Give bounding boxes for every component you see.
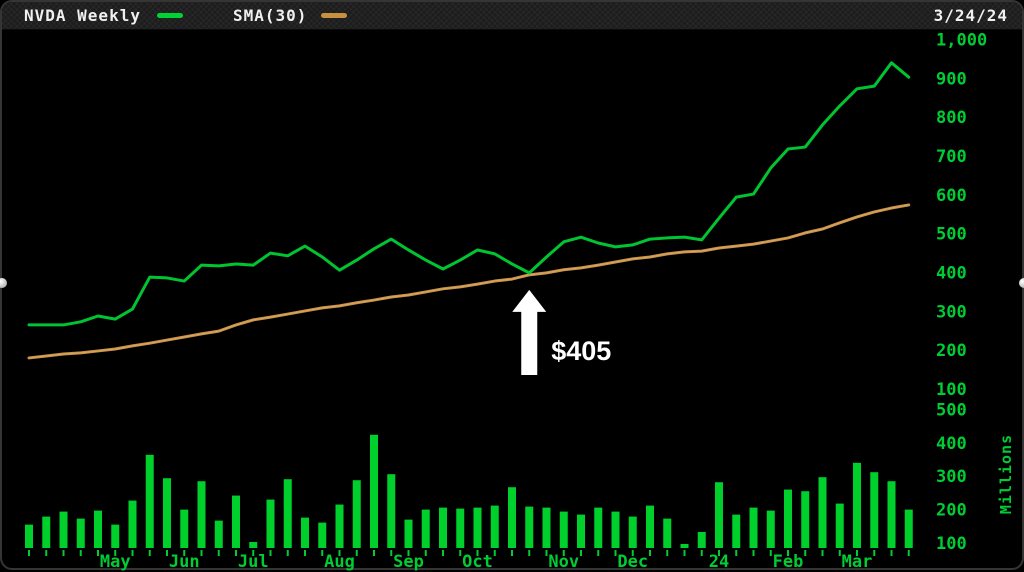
price-axis-label: 200 bbox=[936, 341, 967, 361]
volume-bar bbox=[128, 500, 137, 548]
volume-bar bbox=[76, 518, 85, 548]
volume-axis-label: 300 bbox=[936, 467, 967, 487]
volume-bar bbox=[473, 507, 482, 548]
volume-bar bbox=[870, 472, 879, 548]
volume-bar bbox=[94, 510, 102, 548]
volume-bar bbox=[283, 479, 292, 548]
price-series-swatch-icon[interactable] bbox=[156, 13, 183, 18]
volume-bar bbox=[404, 519, 413, 548]
volume-bar bbox=[663, 518, 672, 548]
volume-bar bbox=[732, 514, 741, 548]
volume-unit-label: Millions bbox=[997, 434, 1015, 514]
sma-line bbox=[27, 203, 911, 360]
volume-bar bbox=[25, 524, 33, 548]
volume-bar bbox=[59, 511, 68, 548]
right-edge-handle[interactable] bbox=[1019, 278, 1024, 288]
volume-bar bbox=[145, 454, 154, 548]
month-label: Nov bbox=[548, 552, 579, 572]
volume-bar bbox=[697, 531, 706, 548]
volume-bar bbox=[818, 477, 827, 548]
volume-bar bbox=[421, 509, 430, 548]
volume-bar bbox=[180, 509, 189, 548]
price-axis-label: 1,000 bbox=[936, 30, 987, 50]
volume-bar bbox=[335, 504, 344, 548]
arrow-annotation-icon bbox=[512, 289, 547, 375]
volume-axis-label: 400 bbox=[936, 434, 967, 454]
volume-bar bbox=[508, 487, 516, 548]
volume-bar bbox=[628, 516, 637, 548]
volume-bar bbox=[232, 495, 240, 548]
volume-bar bbox=[577, 514, 585, 548]
volume-bar bbox=[853, 462, 861, 548]
volume-bar bbox=[887, 481, 896, 548]
volume-bar bbox=[542, 507, 551, 548]
volume-bar bbox=[163, 478, 171, 548]
volume-bar bbox=[456, 508, 465, 548]
volume-axis-label: 500 bbox=[936, 400, 967, 420]
volume-bar bbox=[318, 522, 327, 548]
price-axis-label: 700 bbox=[936, 147, 967, 167]
volume-bar bbox=[490, 505, 499, 548]
volume-bar bbox=[904, 509, 913, 548]
volume-bar bbox=[559, 511, 568, 548]
volume-bar bbox=[611, 511, 620, 548]
volume-bar bbox=[352, 480, 361, 548]
sma-series-swatch-icon[interactable] bbox=[321, 13, 348, 18]
price-axis-label: 500 bbox=[936, 225, 967, 245]
month-label: Mar bbox=[842, 552, 873, 572]
month-label: Oct bbox=[462, 552, 493, 572]
price-axis-label: 300 bbox=[936, 302, 967, 322]
volume-axis-label: 200 bbox=[936, 501, 967, 521]
volume-bar bbox=[766, 510, 775, 548]
volume-axis-label: 100 bbox=[936, 534, 967, 554]
price-axis-label: 900 bbox=[936, 69, 967, 89]
volume-bar bbox=[801, 491, 810, 548]
volume-bar bbox=[784, 489, 792, 548]
volume-bar bbox=[439, 507, 447, 548]
volume-bar bbox=[42, 516, 51, 548]
sma-line-highlight bbox=[28, 204, 909, 359]
month-label: May bbox=[100, 552, 131, 572]
month-label: Jul bbox=[238, 552, 269, 572]
volume-bar bbox=[111, 524, 120, 548]
month-label: Dec bbox=[617, 552, 648, 572]
volume-bar bbox=[525, 506, 534, 548]
volume-bar bbox=[197, 481, 206, 548]
volume-bar bbox=[594, 507, 603, 548]
volume-bar bbox=[680, 544, 689, 548]
volume-bar bbox=[266, 499, 275, 548]
symbol-title: NVDA Weekly bbox=[24, 6, 141, 25]
price-axis-label: 800 bbox=[936, 108, 967, 128]
price-annotation-label: $405 bbox=[551, 336, 611, 366]
left-edge-handle[interactable] bbox=[0, 278, 7, 288]
volume-bar bbox=[646, 505, 654, 548]
volume-bar bbox=[835, 503, 844, 548]
volume-bar bbox=[715, 482, 723, 548]
sma-label: SMA(30) bbox=[232, 6, 308, 25]
chart-header: NVDA Weekly SMA(30) 3/24/24 bbox=[2, 2, 1022, 30]
chart-date: 3/24/24 bbox=[933, 6, 1008, 25]
month-label: Sep bbox=[393, 552, 424, 572]
price-axis-label: 600 bbox=[936, 186, 967, 206]
price-axis-label: 400 bbox=[936, 263, 967, 283]
month-label: Feb bbox=[773, 552, 804, 572]
month-label: Jun bbox=[169, 552, 200, 572]
volume-bar bbox=[749, 507, 758, 548]
volume-bar bbox=[370, 434, 378, 548]
price-line bbox=[27, 61, 911, 327]
volume-bar bbox=[249, 541, 258, 548]
month-label: Aug bbox=[324, 552, 355, 572]
volume-bar bbox=[214, 520, 223, 548]
month-label: 24 bbox=[709, 552, 729, 572]
price-axis-label: 100 bbox=[936, 380, 967, 400]
volume-bar bbox=[301, 517, 309, 548]
volume-bar bbox=[387, 474, 396, 548]
